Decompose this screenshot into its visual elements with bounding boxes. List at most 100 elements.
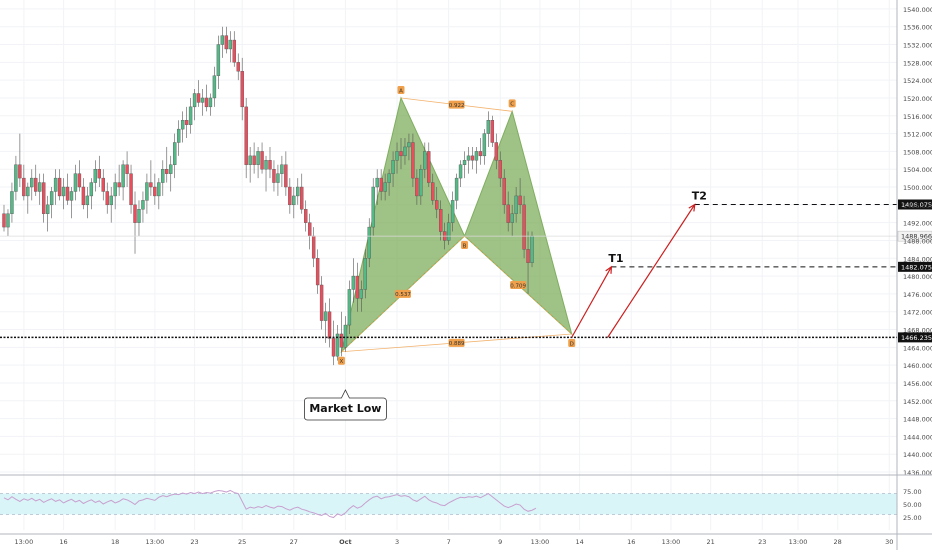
candle-body: [395, 151, 399, 161]
rsi-pane: [0, 489, 897, 519]
x-tick-label: 14: [576, 538, 584, 546]
candle-body: [300, 186, 304, 210]
candle-body: [161, 169, 165, 183]
rsi-tick-label: 75.00: [903, 488, 922, 496]
candle-body: [478, 151, 483, 157]
x-tick-label: 7: [447, 538, 451, 546]
entry-price-label: 1466.235: [901, 334, 932, 342]
y-tick-label: 1524.000: [903, 77, 932, 85]
ratio-label: 0.537: [395, 292, 411, 298]
last-price-label: 1488.966: [901, 233, 932, 241]
candle-body: [419, 169, 423, 197]
candle-body: [256, 151, 260, 165]
candle-body: [216, 44, 221, 76]
y-tick-label: 1488.000: [903, 237, 932, 245]
y-tick-label: 1540.000: [903, 6, 932, 14]
candle-body: [2, 213, 6, 228]
y-tick-label: 1468.000: [903, 327, 932, 335]
candle-body: [65, 186, 70, 201]
pattern-point-badge: [337, 356, 345, 365]
candle-body: [415, 177, 419, 197]
y-tick-label: 1452.000: [903, 398, 932, 406]
last-price-tag: [897, 230, 932, 242]
candle-body: [18, 164, 22, 179]
candle-body: [530, 235, 534, 263]
x-tick-label: Oct: [339, 538, 352, 546]
x-tick-label: 13:00: [14, 538, 33, 546]
candle-body: [188, 106, 193, 125]
y-tick-label: 1520.000: [903, 95, 932, 103]
x-tick-label: 16: [627, 538, 635, 546]
candle-body: [458, 164, 463, 179]
candle-body: [121, 164, 125, 188]
candle-body: [427, 151, 431, 183]
candle-body: [407, 142, 411, 148]
candle-body: [510, 213, 514, 223]
target-price-tag: [898, 261, 932, 272]
y-tick-label: 1440.000: [903, 451, 932, 459]
pattern-point-label: X: [340, 359, 344, 365]
candle-body: [113, 182, 117, 197]
candle-body: [89, 182, 94, 197]
candle-body: [236, 62, 240, 72]
candle-body: [272, 169, 276, 183]
candle-body: [526, 249, 530, 263]
candle-body: [486, 120, 491, 134]
x-tick-label: 30: [885, 538, 893, 546]
rsi-tick-label: 25.00: [903, 514, 922, 522]
y-tick-label: 1504.000: [903, 166, 932, 174]
target-label: T1: [608, 252, 623, 265]
candle-body: [97, 169, 101, 179]
candle-body: [129, 173, 133, 206]
y-tick-label: 1472.000: [903, 309, 932, 317]
target-arrow: [607, 204, 696, 338]
ratio-label: 0.889: [449, 341, 465, 347]
candle-body: [184, 120, 189, 125]
candle-body: [77, 173, 82, 188]
candle-body: [280, 164, 284, 174]
candles: [2, 26, 534, 366]
candle-body: [45, 204, 50, 214]
candle-body: [260, 151, 264, 170]
candle-body: [506, 204, 510, 223]
candle-body: [446, 222, 451, 241]
candle-body: [73, 173, 78, 192]
candle-body: [10, 191, 14, 214]
candle-body: [454, 177, 459, 201]
candle-body: [192, 93, 197, 108]
candle-body: [284, 164, 288, 188]
pattern-point-badge: [397, 85, 405, 94]
y-tick-label: 1476.000: [903, 291, 932, 299]
candle-body: [232, 39, 236, 63]
candle-body: [53, 177, 58, 192]
target-arrow-head: [688, 203, 696, 212]
candle-body: [149, 182, 153, 188]
candle-body: [42, 182, 46, 214]
pattern-point-badge: [461, 241, 469, 249]
y-tick-label: 1508.000: [903, 148, 932, 156]
candle-body: [343, 324, 348, 348]
candle-body: [276, 173, 280, 183]
y-tick-label: 1436.000: [903, 469, 932, 477]
x-tick-label: 16: [59, 538, 67, 546]
x-tick-label: 13:00: [662, 538, 681, 546]
candle-body: [319, 284, 324, 321]
candle-body: [248, 155, 252, 165]
candle-body: [296, 186, 300, 197]
x-tick-label: 3: [395, 538, 399, 546]
pattern-point-label: D: [570, 341, 574, 347]
candle-body: [514, 195, 518, 214]
y-tick-label: 1456.000: [903, 380, 932, 388]
candle-body: [399, 151, 403, 157]
candle-body: [423, 151, 427, 170]
ratio-badge: [394, 289, 411, 298]
candle-body: [81, 186, 86, 206]
y-tick-label: 1500.000: [903, 184, 932, 192]
candle-body: [474, 151, 479, 161]
candle-body: [347, 289, 352, 326]
target-arrow: [571, 266, 612, 338]
candle-body: [117, 182, 121, 188]
target-arrow-head: [605, 265, 613, 274]
candle-body: [61, 186, 66, 197]
y-tick-label: 1484.000: [903, 255, 932, 263]
